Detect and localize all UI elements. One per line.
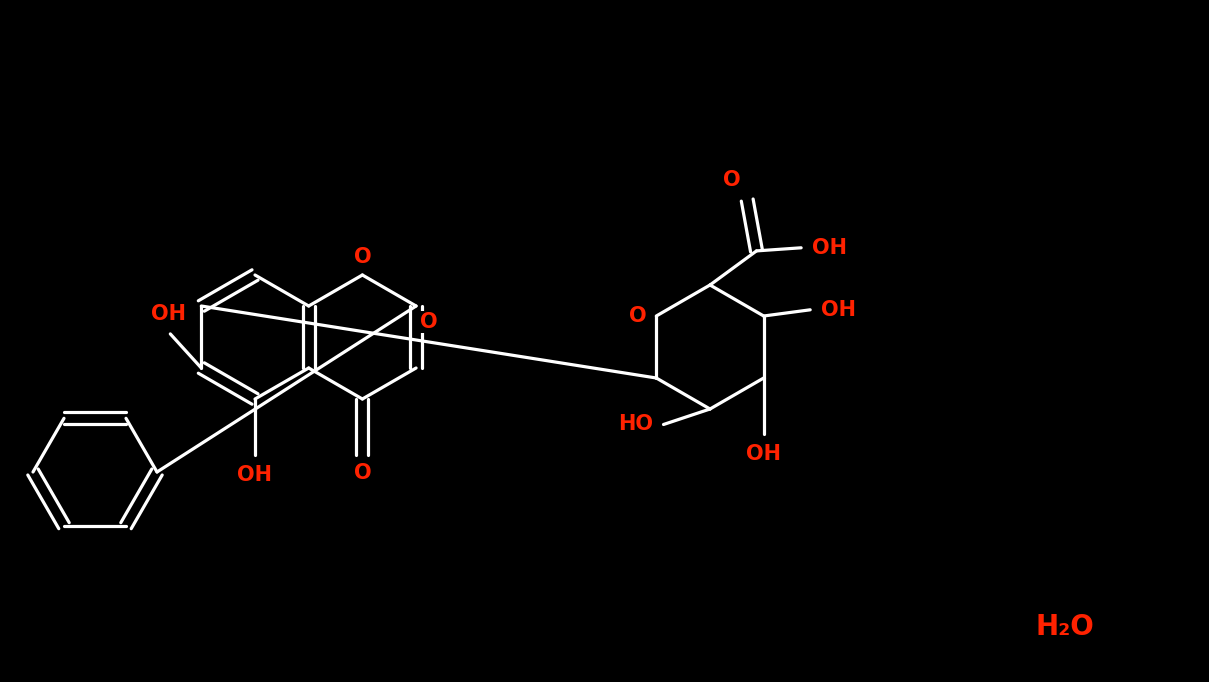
Text: O: O [420, 312, 438, 332]
Text: O: O [630, 306, 647, 326]
Text: OH: OH [746, 444, 781, 464]
Text: OH: OH [151, 304, 186, 324]
Text: OH: OH [811, 238, 846, 258]
Text: O: O [353, 247, 371, 267]
Text: H₂O: H₂O [1036, 613, 1094, 641]
Text: OH: OH [821, 300, 856, 320]
Text: O: O [723, 170, 741, 190]
Text: O: O [353, 463, 371, 483]
Text: OH: OH [237, 465, 272, 485]
Text: HO: HO [618, 415, 653, 434]
